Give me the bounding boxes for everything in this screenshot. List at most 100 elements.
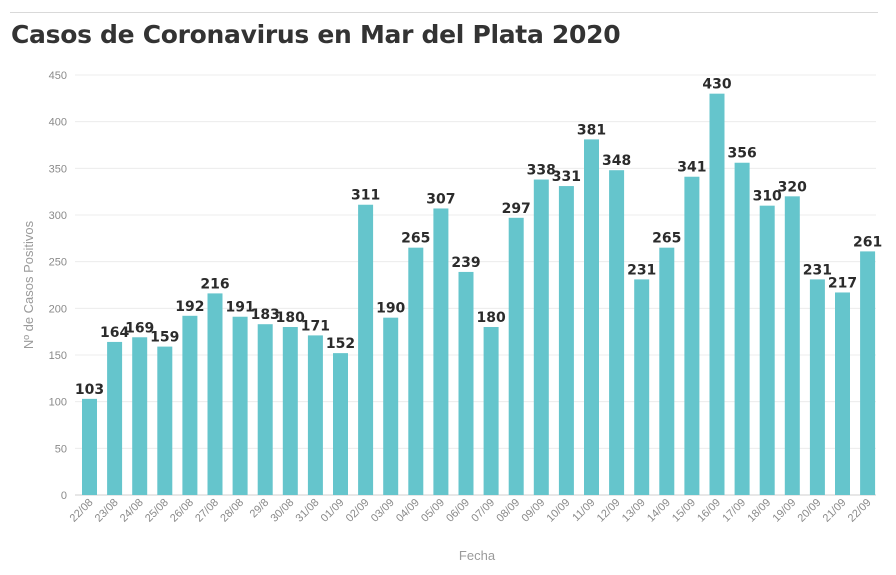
bar[interactable] [458, 271, 474, 495]
data-label: 310 [753, 189, 782, 205]
x-tick-label: 09/09 [519, 497, 547, 525]
bar[interactable] [182, 315, 198, 495]
bar[interactable] [709, 93, 725, 496]
bar[interactable] [659, 247, 675, 495]
x-tick-label: 13/09 [620, 497, 648, 525]
bar[interactable] [609, 170, 625, 495]
bar[interactable] [82, 398, 97, 495]
bar[interactable] [433, 208, 449, 495]
bar[interactable] [809, 279, 825, 495]
bar[interactable] [533, 179, 549, 496]
x-tick-label: 15/09 [670, 497, 698, 525]
bar[interactable] [383, 317, 399, 495]
data-label: 356 [727, 146, 756, 162]
data-label: 231 [803, 262, 832, 278]
data-label: 307 [426, 191, 455, 207]
data-label: 381 [577, 122, 606, 138]
data-label: 191 [225, 300, 254, 316]
bar[interactable] [358, 204, 374, 495]
data-label: 338 [527, 163, 556, 179]
x-tick-label: 02/09 [344, 497, 372, 525]
x-tick-label: 07/09 [469, 497, 497, 525]
data-label: 341 [677, 160, 706, 176]
y-tick-label: 150 [49, 350, 67, 362]
x-tick-label: 03/09 [369, 497, 397, 525]
bar[interactable] [734, 162, 750, 495]
bar[interactable] [257, 324, 273, 495]
data-label: 169 [125, 320, 154, 336]
data-label: 171 [301, 318, 330, 334]
bar[interactable] [282, 327, 298, 495]
bar[interactable] [835, 292, 850, 495]
top-divider [10, 12, 878, 13]
y-tick-label: 250 [49, 257, 67, 269]
y-axis-ticks: 0 50 100 150 200 250 300 350 400 450 [49, 70, 67, 502]
bar[interactable] [207, 293, 223, 495]
y-tick-label: 200 [49, 303, 67, 315]
bar[interactable] [784, 196, 800, 496]
x-tick-label: 19/09 [770, 497, 798, 525]
y-tick-label: 300 [49, 210, 67, 222]
data-label: 164 [100, 325, 129, 341]
x-tick-label: 18/09 [745, 497, 773, 525]
data-label: 265 [652, 231, 681, 247]
x-tick-label: 23/08 [93, 497, 121, 525]
data-label: 331 [552, 169, 581, 185]
data-label: 159 [150, 330, 179, 346]
data-label: 239 [451, 255, 480, 271]
bar[interactable] [483, 327, 499, 495]
x-tick-label: 31/08 [294, 497, 322, 525]
x-tick-label: 12/09 [595, 497, 623, 525]
bar[interactable] [132, 337, 148, 495]
x-tick-label: 26/08 [168, 497, 196, 525]
x-tick-label: 11/09 [570, 497, 597, 524]
data-label: 311 [351, 188, 380, 204]
x-axis-title: Fecha [459, 548, 496, 563]
bar[interactable] [759, 205, 775, 495]
x-tick-label: 10/09 [545, 497, 573, 525]
bar[interactable] [107, 341, 123, 495]
data-label: 180 [276, 310, 305, 326]
bar[interactable] [232, 316, 248, 495]
x-tick-label: 30/08 [268, 497, 296, 525]
x-tick-label: 22/08 [68, 497, 96, 525]
x-tick-label: 01/09 [319, 497, 347, 525]
x-tick-label: 22/09 [846, 497, 874, 525]
chart-title: Casos de Coronavirus en Mar del Plata 20… [11, 20, 621, 49]
data-label: 231 [627, 262, 656, 278]
y-axis-title: Nº de Casos Positivos [21, 220, 36, 349]
y-tick-label: 100 [49, 397, 67, 409]
bar[interactable] [333, 353, 348, 495]
bar[interactable] [508, 217, 524, 496]
y-tick-label: 50 [55, 443, 67, 455]
x-tick-label: 04/09 [394, 497, 422, 525]
data-label: 216 [200, 276, 229, 292]
bar[interactable] [307, 335, 323, 495]
x-tick-label: 21/09 [821, 497, 849, 525]
x-tick-label: 05/09 [419, 497, 447, 525]
data-label: 217 [828, 275, 857, 291]
y-tick-label: 0 [61, 490, 67, 502]
bar[interactable] [584, 139, 599, 495]
data-label: 320 [778, 179, 807, 195]
x-tick-label: 20/09 [796, 497, 824, 525]
x-tick-label: 17/09 [720, 497, 748, 525]
x-tick-label: 25/08 [143, 497, 171, 525]
y-tick-label: 450 [49, 70, 67, 82]
bar[interactable] [558, 186, 574, 496]
bar[interactable] [408, 247, 424, 495]
bar[interactable] [860, 251, 876, 495]
bars [82, 93, 876, 496]
x-tick-label: 24/08 [118, 497, 146, 525]
data-label: 180 [476, 310, 505, 326]
bar[interactable] [634, 279, 650, 495]
x-tick-label: 16/09 [695, 497, 723, 525]
y-tick-label: 350 [49, 163, 67, 175]
data-label: 190 [376, 301, 405, 317]
data-label: 265 [401, 231, 430, 247]
bar[interactable] [157, 346, 173, 495]
bar[interactable] [684, 176, 700, 495]
x-tick-label: 14/09 [645, 497, 673, 525]
